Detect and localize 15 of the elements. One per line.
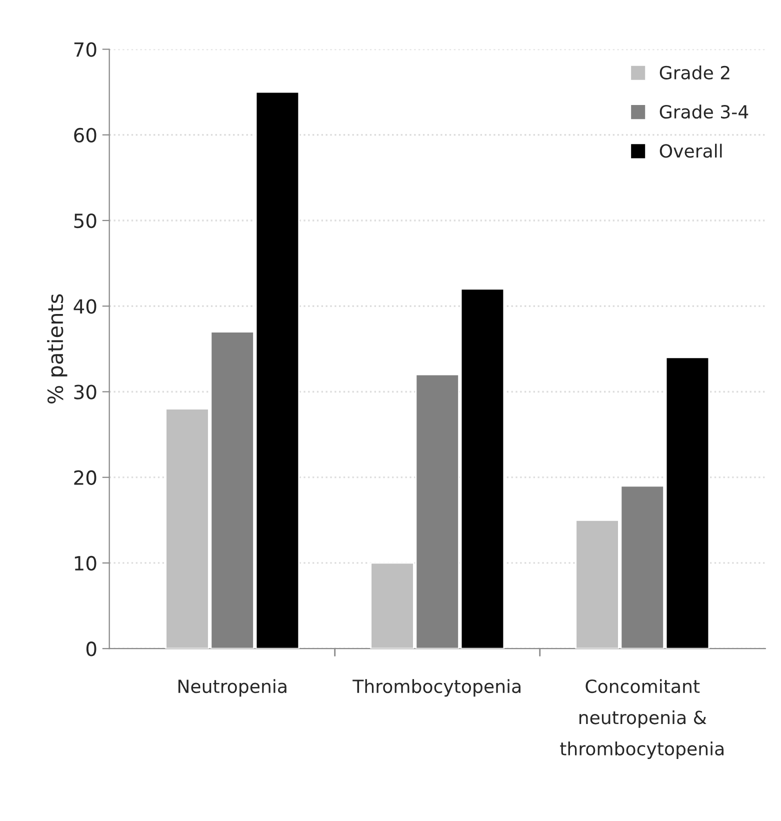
y-tick-label: 40 — [74, 299, 96, 314]
y-tick-label: 60 — [74, 128, 96, 143]
y-tick-label: 50 — [74, 213, 96, 228]
y-tick-label: 70 — [74, 42, 96, 57]
y-tick-label: 20 — [74, 470, 96, 486]
y-tick-label: 30 — [74, 384, 96, 400]
y-axis-title: % patients — [47, 294, 68, 404]
x-tick-label: Concomitant neutropenia & thrombocytopenia — [560, 679, 724, 760]
y-tick-label: 10 — [74, 556, 96, 571]
x-tick-label: Neutropenia — [178, 679, 286, 697]
legend-label: Grade 3-4 — [660, 104, 748, 119]
legend-label: Grade 2 — [660, 66, 730, 80]
x-tick-label: Thrombocytopenia — [352, 679, 520, 697]
legend-label: Overall — [660, 144, 722, 158]
y-tick-label: 0 — [86, 642, 96, 656]
